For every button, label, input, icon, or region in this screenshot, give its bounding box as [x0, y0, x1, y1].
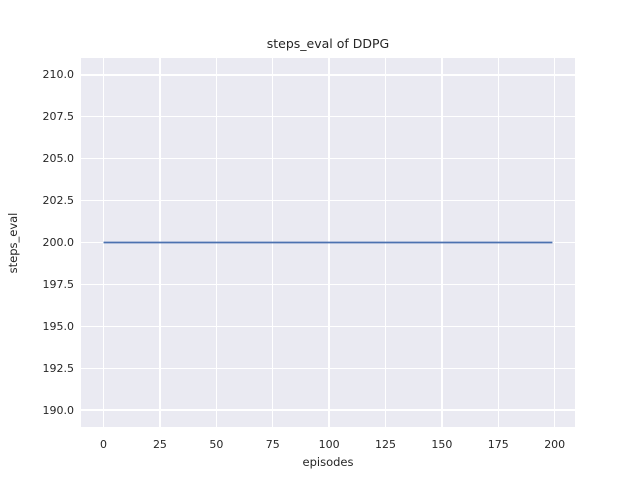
gridline-horizontal [81, 74, 575, 76]
gridline-horizontal [81, 157, 575, 160]
x-tick-label: 0 [100, 438, 108, 451]
y-tick-label: 202.5 [42, 194, 75, 208]
chart-title: steps_eval of DDPG [266, 36, 390, 51]
y-tick-label: 190.0 [42, 403, 75, 417]
y-tick-label: 205.0 [42, 152, 75, 166]
plot-area [81, 58, 575, 427]
x-tick-label: 125 [375, 438, 397, 451]
x-tick-label: 200 [544, 438, 566, 451]
gridline-horizontal [81, 115, 575, 118]
y-tick-label: 200.0 [42, 236, 75, 249]
gridline-horizontal [81, 367, 575, 370]
y-tick-label: 195.0 [42, 319, 75, 333]
x-tick-label: 175 [487, 438, 509, 451]
gridline-vertical [102, 58, 105, 427]
gridline-vertical [553, 58, 556, 427]
gridline-horizontal [81, 325, 575, 328]
gridline-horizontal [81, 283, 575, 286]
x-tick-label: 150 [431, 438, 453, 451]
x-tick-label: 50 [209, 438, 224, 451]
x-tick-label: 100 [318, 438, 340, 451]
gridline-horizontal [81, 409, 575, 411]
y-tick-label: 207.5 [42, 110, 75, 124]
y-tick-label: 192.5 [42, 361, 75, 375]
gridline-horizontal [81, 199, 575, 202]
x-tick-label: 25 [152, 438, 167, 451]
x-tick-label: 75 [265, 438, 280, 451]
y-tick-label: 197.5 [42, 277, 75, 291]
x-axis-label: episodes [302, 455, 354, 469]
series-layer [103, 241, 553, 244]
y-tick-label: 210.0 [42, 68, 75, 82]
